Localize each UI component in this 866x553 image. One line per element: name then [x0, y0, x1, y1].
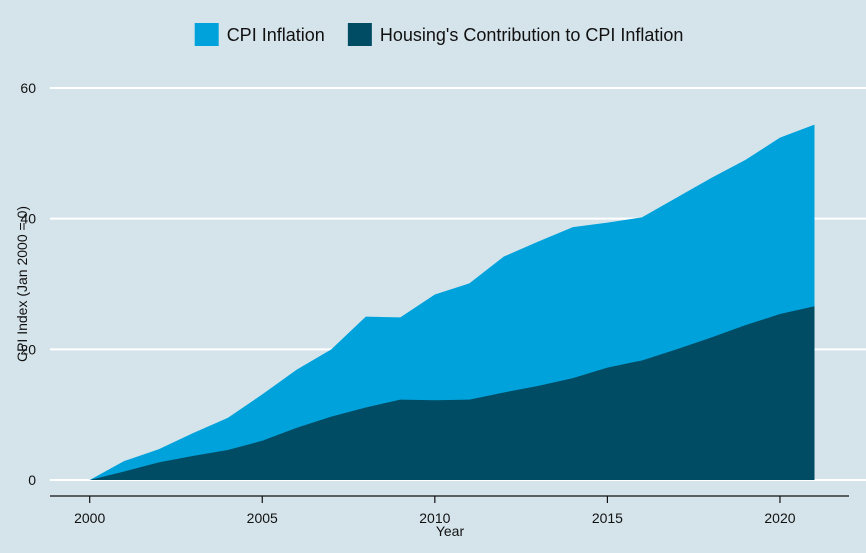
y-tick-label: 60: [20, 80, 36, 96]
area-housing-s-contribution-to-cpi-inflation: [89, 306, 815, 480]
area-series: [89, 124, 815, 480]
legend-label: Housing's Contribution to CPI Inflation: [380, 25, 684, 45]
x-axis-title: Year: [436, 523, 465, 539]
legend-key: [194, 23, 219, 46]
y-tick-label: 20: [20, 341, 36, 357]
y-axis-title: CPI Index (Jan 2000 = 0): [14, 206, 30, 362]
x-tick-label: 2005: [247, 510, 278, 526]
legend-key: [347, 23, 372, 46]
x-tick-label: 2020: [764, 510, 795, 526]
legend: CPI Inflation Housing's Contribution to C…: [194, 23, 684, 46]
x-tick-label: 2010: [419, 510, 450, 526]
legend-label: CPI Inflation: [227, 25, 325, 45]
x-tick-label: 2015: [592, 510, 623, 526]
x-tick-label: 2000: [74, 510, 105, 526]
y-tick-label: 40: [20, 211, 36, 227]
y-tick-label: 0: [28, 472, 36, 488]
axes: 2000 2005 2010 2015 2020: [50, 495, 849, 526]
